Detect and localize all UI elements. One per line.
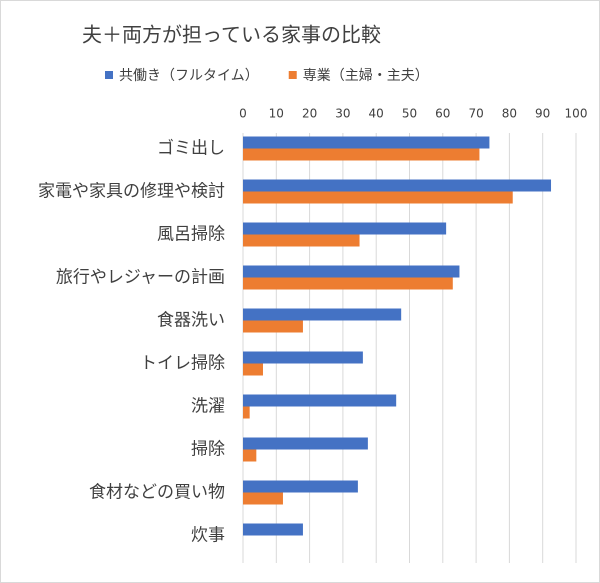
y-tick-label: 旅行やレジャーの計画 [56, 268, 225, 288]
bar [243, 406, 250, 419]
x-tick-label: 60 [435, 107, 450, 121]
bar [243, 449, 257, 462]
y-tick-label: ゴミ出し [157, 138, 225, 159]
y-tick-label: 食材などの買い物 [89, 483, 225, 503]
x-tick-label: 0 [239, 107, 247, 121]
x-tick-label: 90 [535, 107, 550, 121]
y-tick-label: 食器洗い [157, 311, 225, 331]
y-tick-label: 掃除 [191, 440, 225, 460]
chart-title: 夫＋両方が担っている家事の比較 [82, 23, 381, 47]
legend-label: 共働き（フルタイム） [119, 68, 259, 84]
y-tick-label: 洗濯 [191, 397, 225, 417]
bar [243, 234, 360, 247]
legend-swatch [105, 71, 113, 79]
bar [243, 437, 368, 450]
x-tick-label: 40 [369, 107, 384, 121]
bar [243, 179, 552, 192]
bar [243, 351, 363, 364]
bar [243, 363, 263, 376]
y-tick-label: トイレ掃除 [140, 354, 225, 374]
bar [243, 222, 447, 235]
x-tick-label: 70 [468, 107, 483, 121]
bar [243, 277, 453, 290]
y-tick-label: 家電や家具の修理や検討 [38, 182, 225, 202]
bar [243, 492, 283, 505]
bar [243, 136, 490, 149]
x-tick-label: 50 [402, 107, 417, 121]
bar [243, 523, 303, 536]
x-tick-label: 80 [502, 107, 517, 121]
bar [243, 480, 358, 493]
y-tick-label: 風呂掃除 [157, 225, 225, 245]
y-tick-label: 炊事 [191, 526, 225, 546]
x-tick-label: 30 [335, 107, 350, 121]
bar [243, 191, 513, 204]
bar [243, 394, 397, 407]
legend-label: 専業（主婦・主夫） [303, 67, 429, 84]
x-tick-label: 10 [269, 107, 284, 121]
bar [243, 148, 480, 161]
x-tick-label: 100 [565, 107, 588, 121]
x-tick-label: 20 [302, 107, 317, 121]
bar [243, 265, 460, 278]
bar [243, 308, 402, 321]
bar [243, 320, 303, 333]
legend-swatch [288, 71, 297, 79]
